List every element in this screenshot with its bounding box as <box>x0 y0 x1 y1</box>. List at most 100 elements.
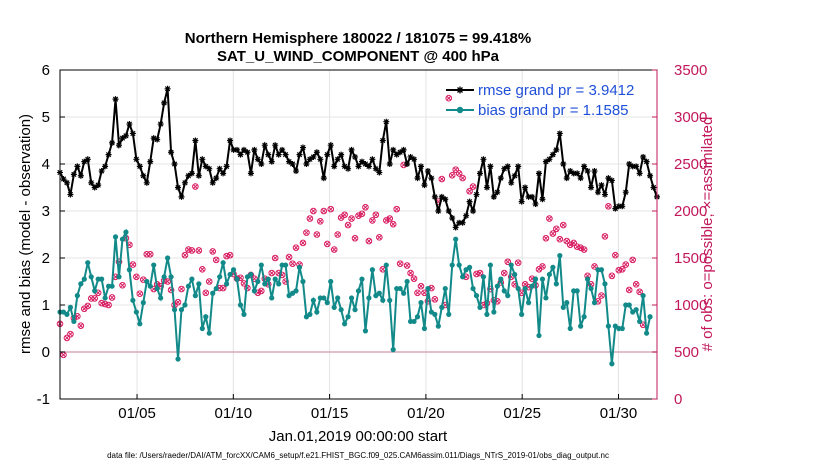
rmse-point <box>181 179 188 186</box>
y-axis-right: 0 500 1000 1500 2000 2500 3000 3500 <box>652 62 707 408</box>
obs-assimilated-point <box>321 208 326 214</box>
rmse-point <box>60 176 67 183</box>
bias-point <box>602 281 608 287</box>
rmse-point <box>563 175 570 182</box>
bias-point <box>119 236 126 242</box>
bias-point <box>71 318 77 325</box>
rmse-point <box>626 161 633 167</box>
bias-point <box>241 311 247 317</box>
obs-assimilated-point <box>561 222 566 228</box>
obs-possible-point <box>386 215 394 222</box>
bias-point <box>154 285 160 292</box>
rmse-point <box>168 149 175 156</box>
rmse-point <box>247 170 254 177</box>
obs-possible-point <box>448 171 456 179</box>
obs-possible-point <box>320 207 328 215</box>
obs-possible-point <box>209 248 217 255</box>
rmse-point <box>470 208 477 214</box>
obs-assimilated-point <box>293 245 299 250</box>
bias-point <box>376 290 382 296</box>
rmse-point <box>515 163 522 170</box>
rmse-point <box>622 189 629 196</box>
obs-assimilated-point <box>314 232 320 237</box>
obs-assimilated-point <box>290 261 295 266</box>
bias-point <box>598 267 605 273</box>
rmse-point <box>129 130 136 137</box>
rmse-point <box>438 193 445 200</box>
obs-assimilated-point <box>165 279 170 284</box>
rmse-point <box>282 151 289 158</box>
obs-possible-point <box>289 260 296 267</box>
rmse-point <box>365 163 372 170</box>
bias-point <box>227 271 233 278</box>
bias-point <box>321 295 327 301</box>
bias-point <box>348 295 355 301</box>
obs-assimilated-point <box>175 300 181 305</box>
rmse-point <box>487 163 494 170</box>
rmse-point <box>268 158 275 165</box>
bias-point <box>470 285 476 292</box>
rmse-point <box>258 161 265 167</box>
rmse-point <box>348 146 355 153</box>
rmse-point <box>560 161 567 167</box>
bias-point <box>258 262 264 268</box>
obs-assimilated-point <box>328 206 333 212</box>
rmse-point <box>476 170 483 177</box>
obs-assimilated-point <box>516 260 521 265</box>
rmse-point <box>188 170 195 177</box>
obs-assimilated-point <box>627 287 632 293</box>
bias-point <box>220 260 226 266</box>
obs-assimilated-point <box>106 302 111 308</box>
y-tick-label: 3 <box>42 203 50 220</box>
y-tick-label: 1 <box>42 297 50 314</box>
bias-point <box>213 285 219 292</box>
obs-possible-point <box>570 239 577 247</box>
obs-assimilated-point <box>620 267 625 272</box>
bias-point <box>588 285 594 292</box>
obs-assimilated-point <box>394 206 399 212</box>
bias-point <box>255 278 261 285</box>
rmse-point <box>202 163 209 170</box>
obs-possible-point <box>403 262 411 269</box>
rmse-point <box>601 191 608 198</box>
obs-possible-point <box>542 234 550 242</box>
bias-point <box>203 314 209 320</box>
obs-possible-point <box>192 183 199 190</box>
rmse-point <box>74 163 81 170</box>
obs-possible-point <box>376 234 383 241</box>
rmse-point <box>98 168 105 175</box>
obs-possible-point <box>487 285 494 293</box>
bias-point <box>85 260 91 266</box>
bias-point <box>411 318 417 325</box>
bias-point <box>151 262 157 268</box>
obs-assimilated-point <box>99 300 104 306</box>
bias-point <box>324 300 330 306</box>
rmse-point <box>376 169 383 176</box>
bias-point <box>272 276 278 282</box>
obs-possible-point <box>553 225 560 233</box>
bias-point <box>425 285 431 292</box>
bias-point <box>564 300 570 306</box>
obs-possible-point <box>202 289 210 297</box>
obs-possible-point <box>344 221 352 229</box>
obs-assimilated-point <box>363 205 368 210</box>
bias-point <box>567 325 573 332</box>
rmse-point <box>473 191 480 198</box>
obs-possible-point <box>195 247 203 254</box>
rmse-point <box>272 142 279 149</box>
obs-possible-point <box>608 272 616 280</box>
rmse-point <box>237 151 244 158</box>
rmse-point <box>459 219 466 226</box>
obs-assimilated-point <box>415 290 420 295</box>
rmse-point <box>164 85 171 92</box>
obs-possible-point <box>407 269 414 277</box>
obs-assimilated-point <box>384 218 389 223</box>
bias-point <box>532 276 539 282</box>
obs-possible-point <box>438 175 446 183</box>
obs-assimilated-point <box>373 212 379 217</box>
rmse-point <box>261 142 268 149</box>
obs-assimilated-point <box>474 271 479 277</box>
bias-point <box>453 236 459 242</box>
chart-subtitle: SAT_U_WIND_COMPONENT @ 400 hPa <box>217 48 500 65</box>
